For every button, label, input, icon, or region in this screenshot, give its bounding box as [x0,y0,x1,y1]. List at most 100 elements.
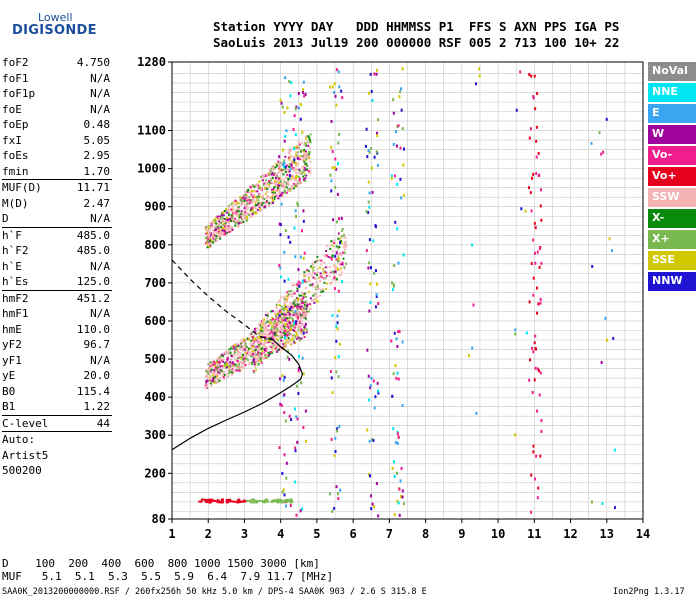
data-point [271,201,274,204]
x-tick-label: 3 [241,527,248,541]
data-point [600,152,603,156]
data-point [225,373,228,376]
data-point [213,378,216,381]
data-point [230,208,233,211]
data-point [331,313,334,317]
data-point [235,349,238,352]
x-tick-label: 10 [491,527,505,541]
data-point [249,353,252,356]
data-point [222,218,225,221]
data-point [295,215,298,219]
data-point [305,331,308,334]
data-point [246,212,249,215]
data-point [230,358,233,361]
data-point [299,181,302,184]
data-point [301,154,304,157]
param-value: 96.7 [83,338,111,351]
data-point [215,230,218,233]
data-point [273,330,276,333]
param-value: N/A [90,259,110,273]
data-point [241,196,244,199]
data-point [267,351,270,354]
data-point [332,270,335,273]
data-point [306,155,309,158]
data-point [278,309,281,313]
data-point [285,330,288,333]
legend-entry: X- [648,209,696,228]
data-point [260,354,263,357]
data-point [264,329,267,332]
data-point [258,204,261,207]
data-point [251,192,254,195]
data-point [312,299,315,302]
data-point [317,271,320,274]
data-point [284,341,287,344]
data-point [535,125,538,129]
data-point [367,472,370,476]
data-point [294,184,297,187]
data-point [288,149,291,152]
data-point [253,371,256,374]
data-point [321,288,324,291]
data-point [271,328,274,331]
data-point [222,371,225,374]
data-point [238,500,242,503]
param-name: MUF(D) [2,181,42,194]
data-point [261,179,264,182]
data-point [302,158,305,161]
data-point [218,363,221,366]
data-point [216,358,219,361]
data-point [308,302,311,305]
data-point [256,195,259,198]
data-point [218,361,221,364]
data-point [223,209,226,212]
data-point [275,334,278,337]
data-point [276,330,279,333]
data-point [291,318,294,321]
data-point [272,335,275,338]
data-point [300,229,303,233]
data-point [216,232,219,235]
data-point [253,193,256,196]
data-point [285,338,288,341]
data-point [234,217,237,220]
data-point [282,183,285,186]
data-point [251,189,254,192]
data-point [372,379,375,383]
data-point [402,147,405,151]
data-point [270,310,273,313]
data-point [204,375,207,378]
data-point [302,80,305,84]
data-point [234,222,237,225]
data-point [253,363,256,366]
data-point [286,341,289,344]
data-point [264,185,267,188]
data-point [286,300,289,303]
data-point [298,172,301,175]
data-point [242,339,245,342]
data-point [281,334,284,337]
data-point [338,274,341,277]
data-point [302,170,305,173]
data-point [273,342,276,345]
data-point [235,203,238,206]
data-point [286,106,289,110]
data-point [325,271,328,274]
data-point [336,249,339,252]
data-point [210,368,213,371]
data-point [211,374,214,377]
data-point [228,208,231,211]
data-point [213,229,216,232]
param-name: B1 [2,400,16,413]
data-point [340,89,343,93]
param-value: N/A [90,87,110,100]
data-point [228,213,231,216]
data-point [334,356,337,360]
data-point [290,334,293,337]
data-point [369,301,372,305]
data-point [214,219,217,222]
data-point [272,190,275,193]
data-point [295,163,298,166]
data-point [265,327,268,330]
data-point [266,340,269,343]
